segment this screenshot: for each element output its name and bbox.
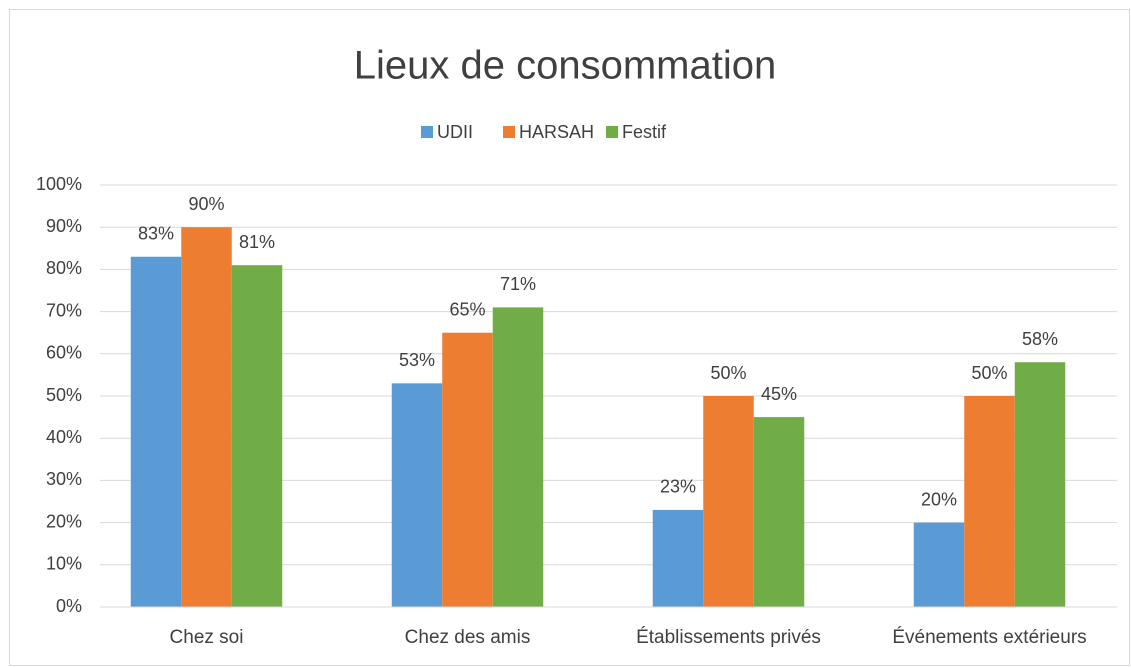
legend-swatch	[606, 126, 618, 138]
data-label: 53%	[399, 350, 435, 370]
bar	[753, 417, 805, 607]
x-tick-label: Chez des amis	[405, 627, 531, 648]
y-tick-label: 100%	[36, 174, 82, 194]
data-label: 65%	[449, 299, 485, 319]
bar	[442, 332, 493, 607]
y-tick-label: 10%	[46, 554, 82, 574]
legend-label: UDII	[437, 122, 473, 142]
data-label: 50%	[971, 363, 1007, 383]
y-tick-label: 70%	[46, 300, 82, 320]
y-tick-label: 30%	[46, 469, 82, 489]
y-tick-label: 60%	[46, 343, 82, 363]
y-tick-label: 90%	[46, 216, 82, 236]
data-label: 20%	[921, 489, 957, 509]
data-label: 83%	[138, 223, 174, 243]
y-tick-label: 50%	[46, 385, 82, 405]
legend-label: Festif	[622, 122, 667, 142]
x-tick-label: Établissements privés	[636, 627, 821, 648]
data-label: 71%	[500, 274, 536, 294]
chart-title: Lieux de consommation	[354, 44, 776, 88]
legend-label: HARSAH	[519, 122, 594, 142]
x-tick-label: Événements extérieurs	[892, 627, 1086, 648]
y-tick-label: 20%	[46, 511, 82, 531]
y-tick-label: 0%	[56, 596, 82, 616]
y-tick-label: 80%	[46, 258, 82, 278]
legend-swatch	[421, 126, 433, 138]
bar	[703, 396, 754, 607]
bar	[130, 256, 182, 607]
y-tick-label: 40%	[46, 427, 82, 447]
legend-swatch	[503, 126, 515, 138]
bar	[964, 396, 1015, 607]
bar	[652, 509, 704, 607]
x-tick-label: Chez soi	[170, 627, 244, 648]
data-label: 23%	[660, 477, 696, 497]
data-label: 90%	[188, 194, 224, 214]
bar	[1014, 362, 1066, 607]
data-label: 81%	[239, 232, 275, 252]
bar	[913, 522, 965, 607]
data-label: 50%	[710, 363, 746, 383]
bar	[391, 383, 443, 607]
data-label: 58%	[1022, 329, 1058, 349]
bar	[231, 265, 283, 607]
data-label: 45%	[761, 384, 797, 404]
bar	[181, 227, 232, 607]
bar	[492, 307, 544, 607]
